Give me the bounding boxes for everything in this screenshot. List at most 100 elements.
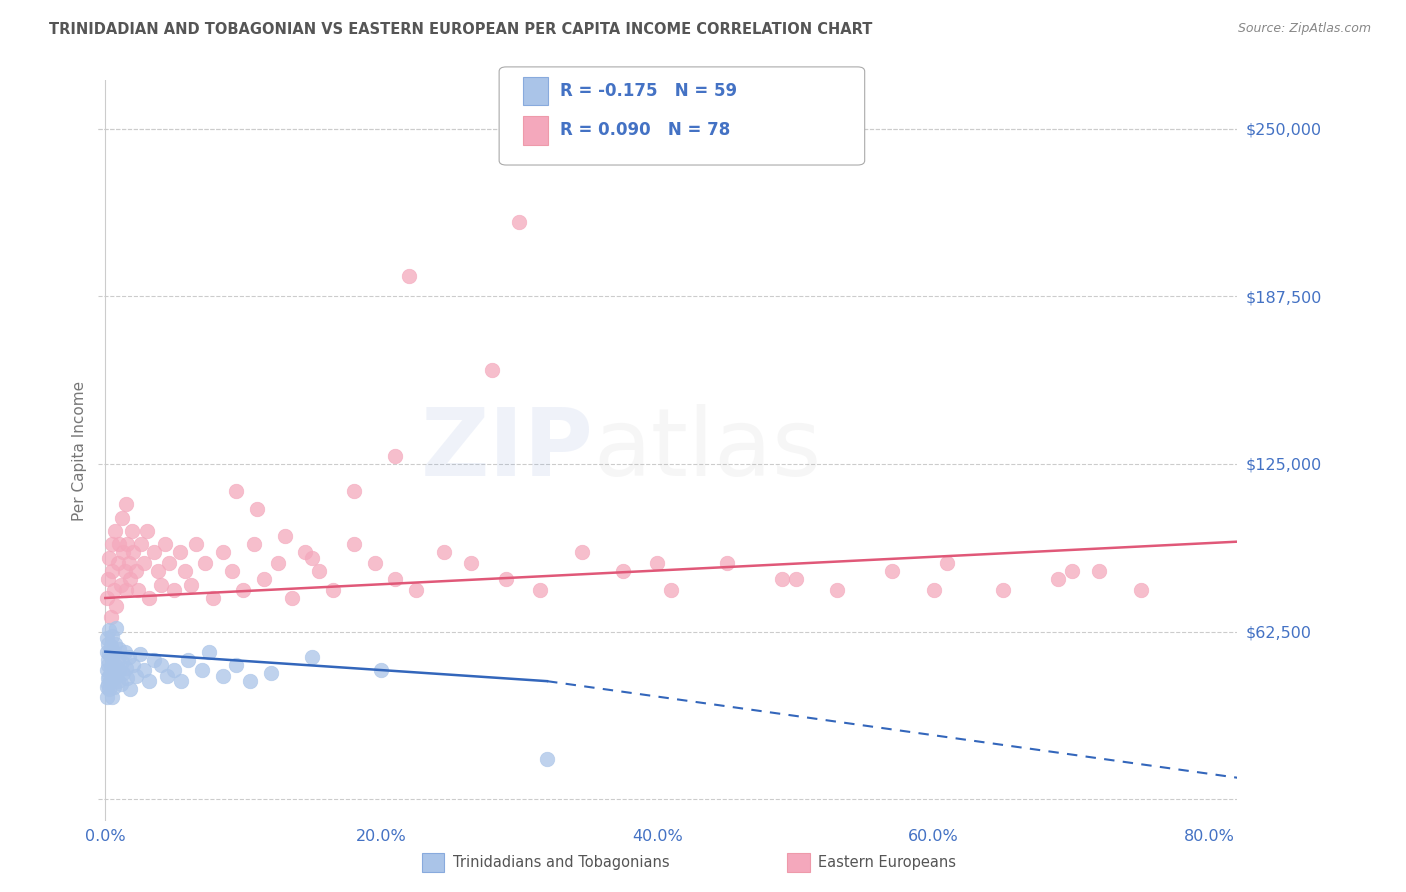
Text: R = 0.090   N = 78: R = 0.090 N = 78 <box>560 121 730 139</box>
Point <box>301 650 323 665</box>
Point <box>111 656 134 670</box>
Point <box>110 677 132 691</box>
Point <box>211 669 233 683</box>
Point <box>308 564 330 578</box>
Point <box>98 550 121 565</box>
Point <box>186 537 208 551</box>
Point <box>111 510 134 524</box>
Point <box>647 556 669 570</box>
Point <box>169 545 191 559</box>
Point <box>100 609 122 624</box>
Text: Trinidadians and Tobagonians: Trinidadians and Tobagonians <box>453 855 669 870</box>
Text: R = -0.175   N = 59: R = -0.175 N = 59 <box>560 82 737 100</box>
Point <box>785 572 807 586</box>
Point <box>118 650 141 665</box>
Point <box>177 653 200 667</box>
Point <box>96 591 118 605</box>
Point <box>101 690 124 705</box>
Point <box>135 524 157 538</box>
Point <box>107 674 129 689</box>
Point <box>108 642 131 657</box>
Point <box>174 564 197 578</box>
Point <box>104 637 127 651</box>
Point <box>384 449 406 463</box>
Point <box>142 545 165 559</box>
Point <box>1129 582 1152 597</box>
Point <box>105 620 128 634</box>
Point <box>384 572 406 586</box>
Point <box>246 502 269 516</box>
Point <box>211 545 233 559</box>
Point <box>97 653 120 667</box>
Point <box>432 545 454 559</box>
Point <box>108 664 131 678</box>
Point <box>122 545 145 559</box>
Point <box>107 556 129 570</box>
Point <box>114 645 136 659</box>
Point <box>138 674 160 689</box>
Point <box>153 537 176 551</box>
Point <box>201 591 224 605</box>
Point <box>370 664 392 678</box>
Point <box>96 632 118 646</box>
Point <box>107 653 129 667</box>
Point <box>96 645 118 659</box>
Point <box>157 556 180 570</box>
Point <box>97 658 120 673</box>
Point <box>363 556 385 570</box>
Text: ZIP: ZIP <box>420 404 593 497</box>
Point <box>138 591 160 605</box>
Point <box>398 269 420 284</box>
Point <box>120 682 142 697</box>
Point <box>770 572 793 586</box>
Point <box>132 556 155 570</box>
Point <box>128 648 150 662</box>
Point <box>280 591 302 605</box>
Point <box>180 577 202 591</box>
Point <box>101 629 124 643</box>
Point <box>103 645 125 659</box>
Point <box>481 363 503 377</box>
Point <box>274 529 297 543</box>
Point <box>97 672 120 686</box>
Point <box>198 645 221 659</box>
Point <box>101 650 124 665</box>
Point <box>243 537 266 551</box>
Point <box>267 556 290 570</box>
Point <box>322 582 344 597</box>
Point <box>98 623 121 637</box>
Point <box>115 497 138 511</box>
Point <box>118 556 141 570</box>
Point <box>112 666 135 681</box>
Point <box>122 658 145 673</box>
Point <box>882 564 904 578</box>
Point <box>125 564 148 578</box>
Point <box>105 599 128 613</box>
Point <box>115 661 138 675</box>
Point <box>98 669 121 683</box>
Point <box>460 556 482 570</box>
Point <box>260 666 283 681</box>
Point <box>127 582 149 597</box>
Point <box>100 674 122 689</box>
Point <box>922 582 945 597</box>
Point <box>163 582 186 597</box>
Point <box>343 537 366 551</box>
Point <box>103 582 125 597</box>
Point <box>536 752 558 766</box>
Point <box>156 669 179 683</box>
Point <box>253 572 276 586</box>
Point <box>825 582 848 597</box>
Point <box>121 524 143 538</box>
Point <box>232 582 254 597</box>
Point <box>146 564 169 578</box>
Point <box>100 661 122 675</box>
Point <box>936 556 959 570</box>
Point <box>101 666 124 681</box>
Point <box>991 582 1014 597</box>
Point <box>194 556 217 570</box>
Point <box>96 680 118 694</box>
Point <box>132 664 155 678</box>
Point <box>105 669 128 683</box>
Point <box>294 545 316 559</box>
